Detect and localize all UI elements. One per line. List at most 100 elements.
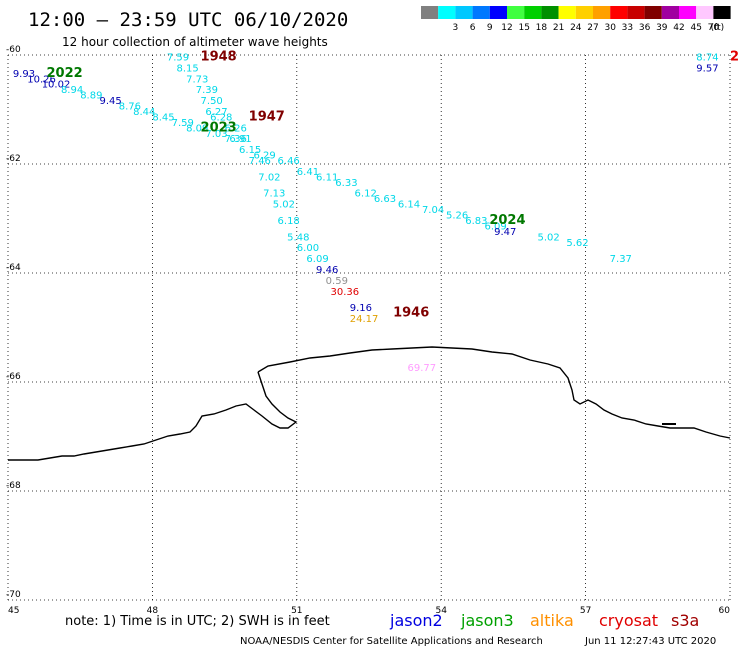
latitude-tick-label: -70 bbox=[6, 590, 21, 600]
wave-height-label: 9.47 bbox=[494, 227, 516, 238]
wave-height-label: 6.09 bbox=[306, 254, 328, 265]
wave-height-label: 9.46 bbox=[316, 265, 338, 276]
legend-tick-label: 12 bbox=[501, 23, 512, 33]
wave-height-label: 6.11 bbox=[316, 172, 338, 183]
pass-number-label: 2022 bbox=[47, 66, 83, 81]
mission-label-jason2: jason2 bbox=[389, 611, 443, 630]
wave-height-label: 5.26 bbox=[446, 211, 468, 222]
legend-tick-label: 39 bbox=[656, 23, 668, 33]
color-legend: 3 6 9 12 15 18 21 24 27 30 33 36 39 42 45 70(ft) bbox=[421, 6, 731, 33]
wave-height-label: 5.02 bbox=[273, 200, 295, 211]
wave-height-label: 6.63 bbox=[374, 194, 396, 205]
pass-number-labels: 1948 2022 1947 2023 2024 1946 2 bbox=[47, 49, 740, 320]
wave-height-label: 6.33 bbox=[335, 178, 357, 189]
wave-height-label: 8.76 bbox=[119, 102, 141, 113]
legend-tick-label: 33 bbox=[622, 23, 633, 33]
wave-height-label: 9.45 bbox=[99, 96, 121, 107]
pass-number-label: 1948 bbox=[201, 49, 237, 64]
legend-swatch bbox=[661, 6, 679, 19]
mission-legend: jason2 jason3 altika cryosat s3a bbox=[389, 611, 699, 630]
legend-tick-label: 45 bbox=[690, 23, 701, 33]
mission-label-jason3: jason3 bbox=[460, 611, 514, 630]
wave-height-label: 8.74 bbox=[696, 52, 718, 63]
legend-swatch bbox=[575, 6, 593, 19]
pass-number-label: 2024 bbox=[489, 213, 525, 228]
wave-height-label: 7.50 bbox=[201, 96, 223, 107]
legend-swatch bbox=[507, 6, 525, 19]
pass-number-label: 1947 bbox=[249, 109, 285, 124]
wave-height-label: 8.94 bbox=[61, 85, 83, 96]
legend-swatch bbox=[644, 6, 662, 19]
legend-swatch bbox=[558, 6, 576, 19]
latitude-tick-label: -64 bbox=[6, 263, 21, 273]
wave-height-label: 7.02 bbox=[258, 172, 280, 183]
longitude-tick-label: 51 bbox=[291, 606, 302, 616]
wave-height-label: 6.27 bbox=[205, 107, 227, 118]
legend-tick-label: 30 bbox=[604, 23, 616, 33]
wave-height-label: 7.13 bbox=[263, 189, 285, 200]
wave-height-label: 6.46 bbox=[278, 156, 300, 167]
legend-swatch bbox=[438, 6, 456, 19]
longitude-tick-label: 48 bbox=[147, 606, 159, 616]
wave-height-label: 5.02 bbox=[537, 232, 559, 243]
antarctic-coastline bbox=[8, 346, 731, 461]
legend-swatch bbox=[489, 6, 507, 19]
wave-height-label: 9.93 bbox=[13, 69, 35, 80]
wave-height-label: 8.45 bbox=[152, 112, 174, 123]
units-note: note: 1) Time is in UTC; 2) SWH is in fe… bbox=[65, 614, 330, 629]
generated-timestamp: Jun 11 12:27:43 UTC 2020 bbox=[584, 636, 716, 647]
legend-tick-label: 18 bbox=[536, 23, 548, 33]
latitude-tick-label: -62 bbox=[6, 154, 21, 164]
longitude-tick-label: 54 bbox=[435, 606, 447, 616]
legend-unit: (ft) bbox=[711, 23, 725, 33]
legend-tick-label: 15 bbox=[518, 23, 529, 33]
wave-height-label: 10.26 bbox=[27, 74, 56, 85]
legend-tick-label: 42 bbox=[673, 23, 684, 33]
wave-height-label: 6.83 bbox=[465, 216, 487, 227]
legend-swatch bbox=[713, 6, 731, 19]
longitude-tick-label: 57 bbox=[580, 606, 591, 616]
legend-tick-label: 70 bbox=[708, 23, 720, 33]
wave-height-label: 6.91 bbox=[229, 134, 251, 145]
wave-height-label: 6.00 bbox=[297, 243, 319, 254]
legend-tick-label: 36 bbox=[639, 23, 651, 33]
wave-height-label: 7.46 bbox=[249, 156, 271, 167]
wave-height-labels: 9.9310.2610.028.948.899.458.768.448.457.… bbox=[13, 52, 719, 374]
map-background bbox=[8, 55, 730, 600]
credit-text: NOAA/NESDIS Center for Satellite Applica… bbox=[240, 636, 543, 647]
legend-tick-label: 9 bbox=[487, 23, 493, 33]
wave-height-label: 24.17 bbox=[350, 314, 379, 325]
wave-height-label: 7.39 bbox=[196, 85, 218, 96]
wave-height-label: 6.28 bbox=[210, 112, 232, 123]
page-subtitle: 12 hour collection of altimeter wave hei… bbox=[62, 35, 328, 49]
legend-swatch bbox=[472, 6, 490, 19]
wave-height-label: 7.59 bbox=[167, 52, 189, 63]
wave-height-label: 30.36 bbox=[330, 287, 359, 298]
mission-label-altika: altika bbox=[530, 611, 574, 630]
legend-tick-label: 6 bbox=[470, 23, 476, 33]
legend-swatch bbox=[696, 6, 714, 19]
wave-height-label: 6.15 bbox=[239, 145, 261, 156]
legend-swatch bbox=[541, 6, 559, 19]
wave-height-label: 7.36 bbox=[225, 134, 247, 145]
wave-height-label: 5.62 bbox=[566, 238, 588, 249]
wave-height-label: 7.59 bbox=[172, 118, 194, 129]
wave-height-label: 7.03 bbox=[205, 129, 227, 140]
wave-height-label: 8.15 bbox=[176, 63, 198, 74]
wave-height-label: 6.41 bbox=[297, 167, 319, 178]
wave-height-label: 6.12 bbox=[355, 189, 377, 200]
wave-height-label: 6.29 bbox=[253, 151, 275, 162]
wave-height-label: 6.18 bbox=[278, 216, 300, 227]
wave-height-label: 69.77 bbox=[408, 363, 437, 374]
page-title: 12:00 – 23:59 UTC 06/10/2020 bbox=[28, 9, 348, 31]
legend-swatch bbox=[679, 6, 697, 19]
wave-height-label: 7.04 bbox=[422, 205, 444, 216]
latitude-tick-label: -68 bbox=[6, 481, 21, 491]
wave-height-label: 8.89 bbox=[80, 91, 102, 102]
mission-label-cryosat: cryosat bbox=[599, 611, 658, 630]
map-grid: 45 48 51 54 57 60 -60 -62 -64 -66 -68 -70 bbox=[6, 45, 731, 616]
legend-tick-label: 24 bbox=[570, 23, 582, 33]
longitude-tick-label: 45 bbox=[8, 606, 19, 616]
wave-height-label: 9.57 bbox=[696, 63, 718, 74]
wave-height-label: 0.59 bbox=[326, 276, 348, 287]
